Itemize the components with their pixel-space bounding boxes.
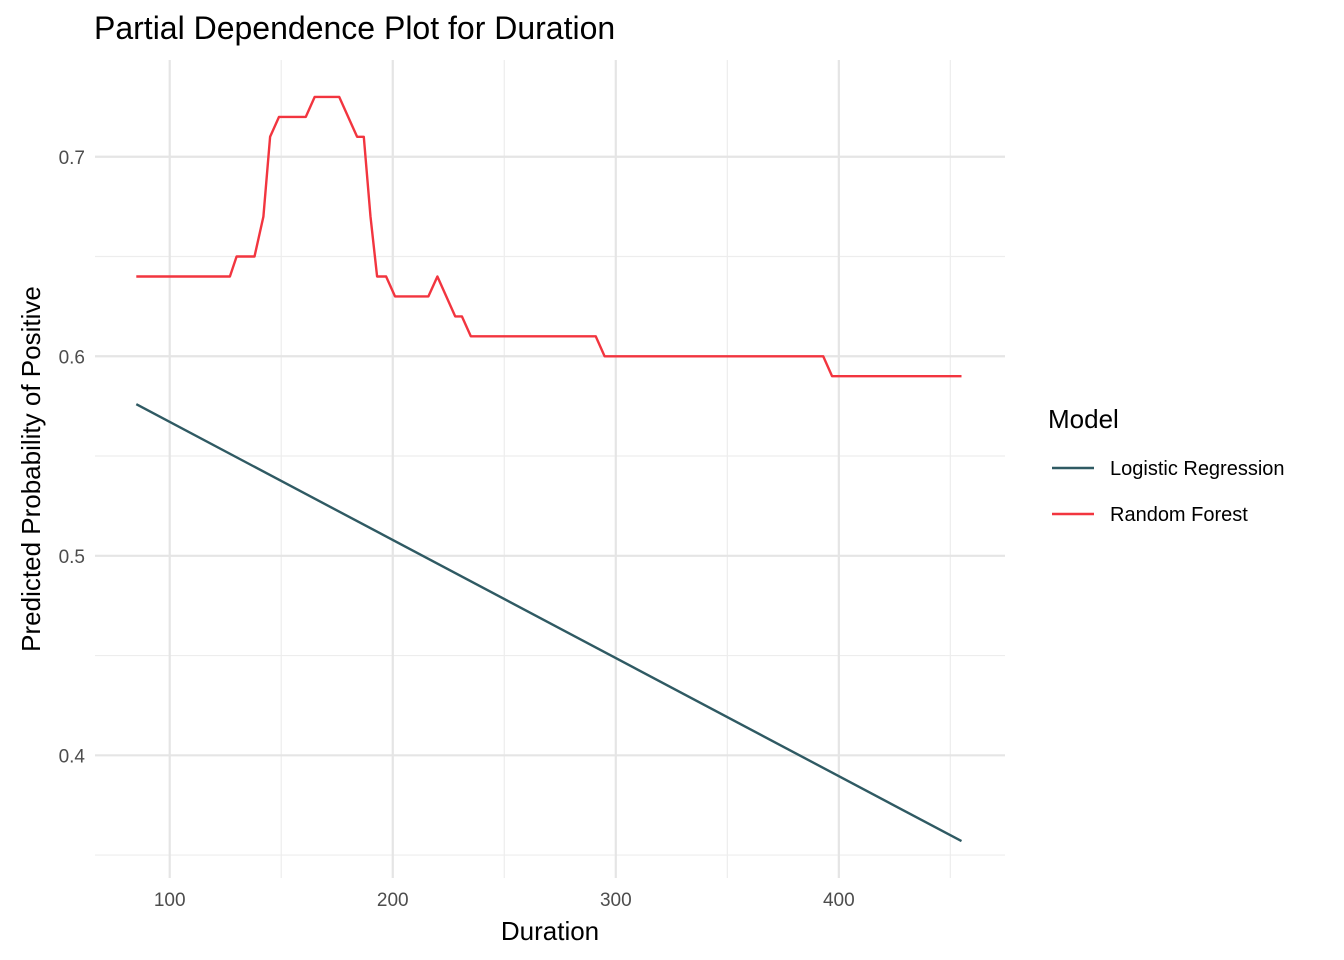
x-tick-label: 100: [154, 890, 186, 911]
x-tick-label: 200: [377, 890, 409, 911]
minor-gridlines: [95, 60, 1005, 878]
tick-labels: 100 200 300 400 0.4 0.5 0.6 0.7: [59, 148, 855, 911]
series-lines: [135, 95, 963, 843]
legend-label-random-forest: Random Forest: [1110, 504, 1248, 526]
legend: Model Logistic Regression Random Forest: [1048, 404, 1285, 526]
chart-title: Partial Dependence Plot for Duration: [94, 10, 615, 46]
y-tick-label: 0.7: [59, 148, 85, 169]
x-tick-label: 400: [823, 890, 855, 911]
series-line-random-forest: [136, 95, 962, 378]
y-tick-label: 0.4: [59, 746, 86, 767]
y-axis-title: Predicted Probability of Positive: [16, 286, 46, 652]
y-tick-label: 0.5: [59, 547, 85, 568]
legend-label-logistic-regression: Logistic Regression: [1110, 458, 1285, 480]
y-tick-label: 0.6: [59, 347, 85, 368]
x-tick-label: 300: [600, 890, 632, 911]
legend-title: Model: [1048, 404, 1119, 434]
x-axis-title: Duration: [501, 916, 599, 946]
series-line-logistic-regression: [135, 403, 963, 843]
major-gridlines: [95, 60, 1005, 878]
